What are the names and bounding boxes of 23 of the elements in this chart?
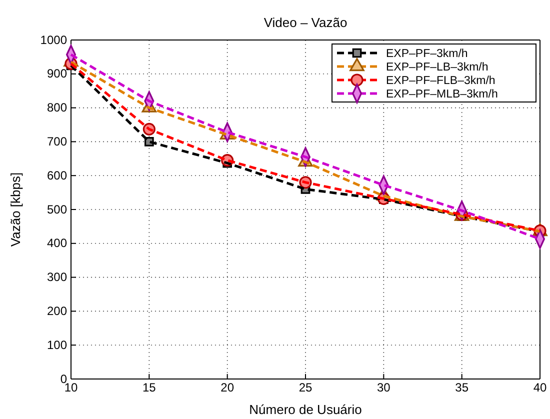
y-tick-label: 600 <box>46 168 68 182</box>
legend-label: EXP–PF–MLB–3km/h <box>386 88 498 100</box>
chart-title: Video – Vazão <box>264 15 348 30</box>
y-tick-label: 200 <box>46 304 68 318</box>
x-tick-label: 30 <box>376 380 391 395</box>
y-tick-label: 100 <box>46 338 68 352</box>
legend-label: EXP–PF–FLB–3km/h <box>386 75 496 87</box>
x-tick-label: 20 <box>220 380 234 395</box>
y-tick-label: 1000 <box>40 32 68 47</box>
x-tick-label: 35 <box>455 380 469 395</box>
x-tick-label: 40 <box>533 380 547 395</box>
legend-label: EXP–PF–3km/h <box>386 48 468 60</box>
y-tick-label: 700 <box>46 134 68 149</box>
y-tick-label: 500 <box>46 202 68 216</box>
x-tick-label: 15 <box>142 380 156 395</box>
x-tick-label: 25 <box>298 380 312 395</box>
y-tick-label: 900 <box>46 66 68 81</box>
x-axis-title: Número de Usuário <box>249 402 362 417</box>
y-axis-title: Vazão [kbps] <box>8 172 23 247</box>
legend-label: EXP–PF–LB–3km/h <box>386 62 488 74</box>
y-tick-label: 400 <box>46 236 68 250</box>
y-tick-label: 300 <box>46 270 68 284</box>
y-tick-label: 800 <box>46 100 68 115</box>
